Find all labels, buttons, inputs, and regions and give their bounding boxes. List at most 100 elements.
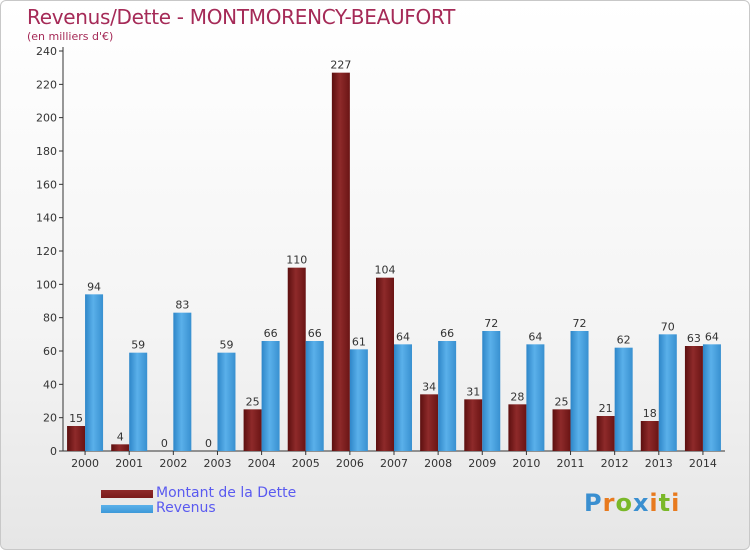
- data-label-debt: 227: [330, 59, 351, 72]
- data-label-debt: 4: [117, 430, 124, 443]
- x-tick-label: 2007: [380, 457, 408, 470]
- x-tick-label: 2006: [336, 457, 364, 470]
- data-label-revenue: 61: [352, 335, 366, 348]
- x-tick-label: 2010: [512, 457, 540, 470]
- data-label-debt: 15: [69, 412, 83, 425]
- bar-debt: [464, 399, 483, 451]
- bar-debt: [552, 409, 571, 451]
- chart-title: Revenus/Dette - MONTMORENCY-BEAUFORT: [27, 5, 455, 29]
- bar-revenue: [129, 352, 148, 451]
- data-label-debt: 18: [643, 407, 657, 420]
- logo-letter: i: [671, 489, 681, 517]
- bar-debt: [376, 277, 394, 451]
- data-label-debt: 31: [466, 385, 480, 398]
- data-label-debt: 110: [286, 254, 307, 267]
- data-label-debt: 0: [205, 437, 212, 450]
- logo-letter: r: [602, 489, 616, 517]
- x-tick-label: 2014: [689, 457, 717, 470]
- data-label-debt: 34: [422, 380, 436, 393]
- data-label-revenue: 70: [661, 320, 675, 333]
- y-tick-label: 240: [36, 45, 57, 58]
- data-label-debt: 104: [375, 264, 396, 277]
- x-tick-label: 2012: [601, 457, 629, 470]
- bar-debt: [243, 409, 262, 451]
- data-label-revenue: 66: [440, 327, 454, 340]
- y-tick-label: 220: [36, 78, 57, 91]
- bar-revenue: [658, 334, 677, 451]
- bar-debt: [287, 267, 306, 451]
- logo-letter: i: [649, 489, 659, 517]
- data-label-revenue: 64: [528, 330, 542, 343]
- data-label-revenue: 62: [617, 334, 631, 347]
- x-tick-label: 2001: [115, 457, 143, 470]
- y-tick-label: 20: [43, 412, 57, 425]
- x-tick-label: 2002: [159, 457, 187, 470]
- logo-letter: t: [658, 489, 672, 517]
- bar-revenue: [526, 344, 545, 451]
- y-tick-label: 60: [43, 345, 57, 358]
- proxiti-logo: Proxiti: [584, 489, 680, 517]
- bar-revenue: [614, 347, 633, 451]
- data-label-revenue: 72: [484, 317, 498, 330]
- y-tick-label: 80: [43, 312, 57, 325]
- y-tick-label: 160: [36, 178, 57, 191]
- data-label-debt: 25: [246, 395, 260, 408]
- data-label-revenue: 64: [396, 330, 410, 343]
- bar-revenue: [394, 344, 412, 451]
- bar-debt: [640, 421, 659, 451]
- bar-revenue: [85, 294, 104, 451]
- bar-debt: [684, 346, 703, 451]
- data-label-revenue: 72: [573, 317, 587, 330]
- data-label-revenue: 59: [131, 339, 145, 352]
- x-tick-label: 2009: [468, 457, 496, 470]
- y-tick-label: 100: [36, 278, 57, 291]
- y-tick-label: 120: [36, 245, 57, 258]
- bar-debt: [596, 416, 615, 451]
- bar-debt: [420, 394, 439, 451]
- chart-subtitle: (en milliers d'€): [27, 30, 114, 43]
- bar-debt: [508, 404, 527, 451]
- data-label-revenue: 66: [308, 327, 322, 340]
- logo-letter: o: [615, 489, 633, 517]
- bar-revenue: [173, 312, 192, 451]
- legend-label-debt: Montant de la Dette: [156, 485, 297, 501]
- x-tick-label: 2011: [557, 457, 585, 470]
- bar-revenue: [570, 331, 589, 451]
- x-tick-label: 2008: [424, 457, 452, 470]
- data-label-revenue: 59: [219, 339, 233, 352]
- x-tick-label: 2005: [292, 457, 320, 470]
- data-label-revenue: 94: [87, 280, 101, 293]
- bar-revenue: [482, 331, 501, 451]
- x-tick-label: 2004: [248, 457, 276, 470]
- bar-revenue: [261, 341, 280, 451]
- legend-swatch-revenue: [101, 505, 153, 513]
- data-label-debt: 63: [687, 332, 701, 345]
- x-tick-label: 2013: [645, 457, 673, 470]
- y-tick-label: 200: [36, 112, 57, 125]
- y-tick-label: 40: [43, 378, 57, 391]
- data-label-debt: 0: [161, 437, 168, 450]
- y-tick-label: 180: [36, 145, 57, 158]
- bar-debt: [111, 444, 130, 451]
- bar-revenue: [217, 352, 236, 451]
- data-label-debt: 25: [555, 395, 569, 408]
- data-label-revenue: 66: [264, 327, 278, 340]
- legend-swatch-debt: [101, 490, 153, 498]
- data-label-debt: 21: [599, 402, 613, 415]
- logo-letter: P: [584, 489, 603, 517]
- bar-revenue: [305, 341, 324, 451]
- data-label-revenue: 83: [175, 299, 189, 312]
- data-label-debt: 28: [510, 390, 524, 403]
- x-tick-label: 2003: [203, 457, 231, 470]
- data-label-revenue: 64: [705, 330, 719, 343]
- bar-revenue: [438, 341, 457, 451]
- legend-label-revenue: Revenus: [156, 500, 216, 516]
- y-tick-label: 140: [36, 212, 57, 225]
- bar-revenue: [349, 349, 368, 451]
- x-tick-label: 2000: [71, 457, 99, 470]
- y-tick-label: 0: [50, 445, 57, 458]
- logo-letter: x: [632, 489, 650, 517]
- bar-debt: [331, 72, 350, 452]
